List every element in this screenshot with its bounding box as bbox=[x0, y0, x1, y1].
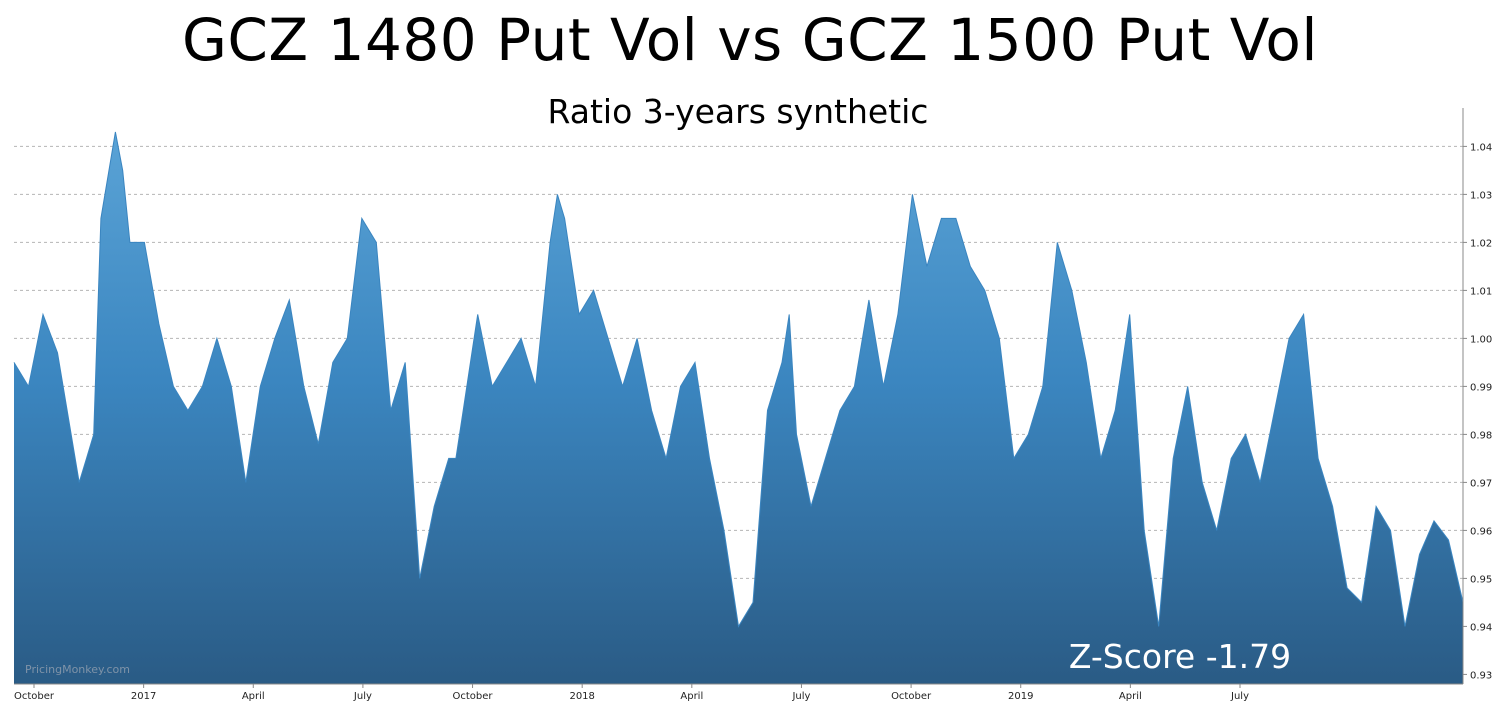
series-area bbox=[14, 132, 1463, 684]
y-tick-label: 1.03 bbox=[1470, 190, 1492, 201]
zscore-annotation: Z-Score -1.79 bbox=[1069, 637, 1291, 676]
x-tick-label: July bbox=[791, 691, 810, 702]
x-tick-label: 2018 bbox=[569, 691, 594, 702]
y-tick-label: 0.96 bbox=[1470, 526, 1492, 537]
x-tick-label: 2019 bbox=[1008, 691, 1033, 702]
x-tick-label: October bbox=[891, 691, 932, 702]
x-tick-label: April bbox=[680, 691, 703, 702]
y-tick-label: 1.00 bbox=[1470, 334, 1492, 345]
y-tick-label: 0.93 bbox=[1470, 670, 1492, 681]
x-tick-label: October bbox=[14, 691, 55, 702]
y-tick-label: 0.98 bbox=[1470, 430, 1492, 441]
watermark: PricingMonkey.com bbox=[25, 663, 130, 676]
series-line bbox=[13, 131, 1464, 628]
y-tick-label: 0.97 bbox=[1470, 478, 1492, 489]
x-tick-label: July bbox=[1230, 691, 1249, 702]
x-tick-label: 2017 bbox=[131, 691, 156, 702]
chart-title: GCZ 1480 Put Vol vs GCZ 1500 Put Vol bbox=[181, 6, 1319, 74]
y-tick-label: 1.02 bbox=[1470, 238, 1492, 249]
y-tick-label: 1.01 bbox=[1470, 286, 1492, 297]
chart-subtitle: Ratio 3-years synthetic bbox=[547, 92, 929, 131]
x-tick-label: July bbox=[353, 691, 372, 702]
y-tick-label: 0.94 bbox=[1470, 622, 1492, 633]
y-tick-label: 0.95 bbox=[1470, 574, 1492, 585]
y-tick-label: 1.04 bbox=[1470, 142, 1492, 153]
x-tick-label: April bbox=[1119, 691, 1142, 702]
x-tick-label: October bbox=[453, 691, 494, 702]
y-tick-label: 0.99 bbox=[1470, 382, 1492, 393]
x-tick-label: April bbox=[242, 691, 265, 702]
